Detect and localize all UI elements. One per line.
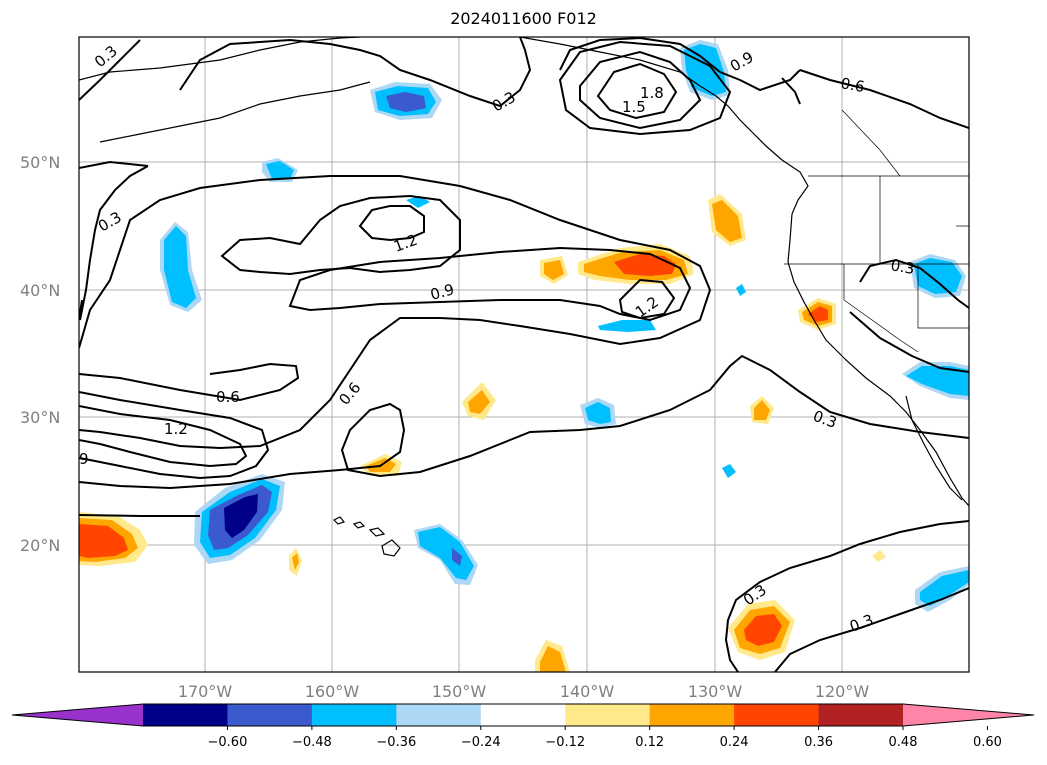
colorbar-tick-label: 0.12: [635, 735, 664, 750]
colorbar-segment: [396, 704, 482, 726]
lat-label-50n: 50°N: [20, 153, 60, 172]
colorbar-segment: [565, 704, 651, 726]
colorbar-tick-label: −0.48: [292, 735, 332, 750]
longitude-labels: 170°W 160°W 150°W 140°W 130°W 120°W: [178, 682, 870, 701]
colorbar-tick-label: −0.36: [376, 735, 416, 750]
colorbar-segment: [143, 704, 228, 726]
colorbar-extension-low: [12, 704, 143, 726]
colorbar-segment: [649, 704, 735, 726]
contour-label: 0.6: [216, 388, 240, 406]
colorbar-tick-label: 0.60: [973, 735, 1002, 750]
lat-label-40n: 40°N: [20, 281, 60, 300]
colorbar-tick-label: 0.24: [720, 735, 749, 750]
lon-label-150w: 150°W: [432, 682, 487, 701]
lon-label-130w: 130°W: [688, 682, 743, 701]
contour-label: 0.6: [839, 74, 866, 96]
lat-label-20n: 20°N: [20, 536, 60, 555]
contour-label: 1.2: [164, 420, 188, 438]
colorbar-segment: [818, 704, 904, 726]
colorbar-segment: [311, 704, 397, 726]
contour-label: 9: [79, 450, 89, 468]
map-background: [79, 37, 969, 672]
contour-lines: [79, 37, 969, 672]
chart-title: 2024011600 F012: [450, 9, 597, 28]
colorbar-tick-label: 0.36: [804, 735, 833, 750]
lon-label-120w: 120°W: [815, 682, 870, 701]
latitude-labels: 50°N 40°N 30°N 20°N: [20, 153, 60, 555]
map-frame: [78, 36, 970, 673]
lon-label-170w: 170°W: [178, 682, 233, 701]
lon-label-140w: 140°W: [560, 682, 615, 701]
colorbar-segment: [227, 704, 313, 726]
filled-contours: [79, 40, 969, 672]
lon-label-160w: 160°W: [305, 682, 360, 701]
colorbar-segment: [734, 704, 820, 726]
colorbar-tick-label: 0.48: [889, 735, 918, 750]
contour-label: 1.8: [640, 84, 664, 102]
colorbar-tick-label: −0.60: [208, 735, 248, 750]
colorbar-tick-label: −0.24: [461, 735, 501, 750]
contour-label: 0.9: [428, 280, 456, 304]
lat-label-30n: 30°N: [20, 408, 60, 427]
contour-label: 0.3: [889, 256, 916, 278]
colorbar-extension-high: [903, 704, 1034, 726]
contour-label: 1.5: [622, 98, 646, 116]
colorbar-tick-label: −0.12: [545, 735, 585, 750]
colorbar-outline: [11, 703, 1035, 727]
colorbar-segment: [480, 704, 566, 726]
colorbar: −0.60 −0.48 −0.36 −0.24 −0.12 0.12 0.24 0.36 0.4…: [11, 703, 1035, 750]
